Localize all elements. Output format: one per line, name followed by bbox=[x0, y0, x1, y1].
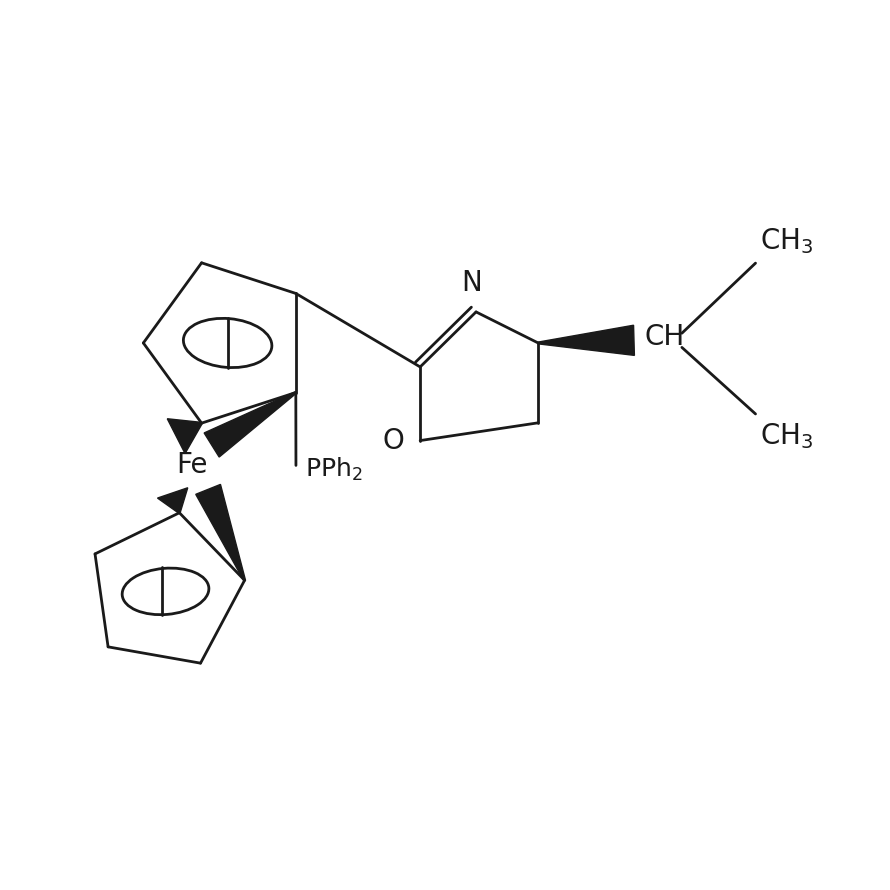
Polygon shape bbox=[204, 392, 296, 457]
Text: CH$_3$: CH$_3$ bbox=[760, 421, 813, 451]
Text: CH: CH bbox=[644, 323, 685, 351]
Text: PPh$_2$: PPh$_2$ bbox=[304, 457, 362, 483]
Text: O: O bbox=[383, 426, 404, 455]
Polygon shape bbox=[538, 325, 635, 355]
Text: Fe: Fe bbox=[176, 450, 208, 479]
Text: CH$_3$: CH$_3$ bbox=[760, 226, 813, 256]
Polygon shape bbox=[158, 488, 188, 513]
Polygon shape bbox=[167, 419, 202, 454]
Text: N: N bbox=[461, 269, 482, 297]
Polygon shape bbox=[196, 484, 246, 580]
